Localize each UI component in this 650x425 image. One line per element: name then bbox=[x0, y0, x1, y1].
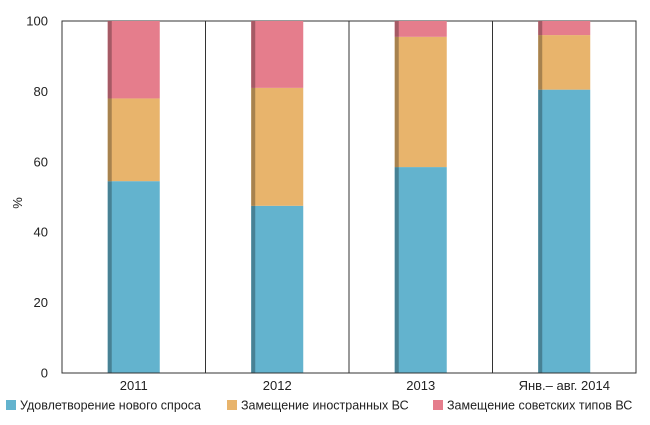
legend-item: Замещение иностранных ВС bbox=[227, 399, 409, 413]
legend-label: Замещение иностранных ВС bbox=[241, 399, 409, 413]
bar-segment-fill bbox=[251, 87, 304, 206]
y-tick-label: 100 bbox=[26, 14, 48, 29]
bar-segment-fill bbox=[394, 36, 447, 168]
bar-segment bbox=[251, 205, 304, 373]
y-tick-label: 40 bbox=[34, 225, 48, 240]
x-tick-label: Янв.– авг. 2014 bbox=[519, 378, 610, 393]
y-tick-label: 80 bbox=[34, 84, 48, 99]
bar-segment-shade bbox=[538, 35, 543, 90]
bar-segment bbox=[394, 167, 447, 373]
y-tick-label: 20 bbox=[34, 295, 48, 310]
bar-segment bbox=[394, 21, 447, 37]
bar-segment-shade bbox=[394, 167, 399, 373]
x-tick-label: 2012 bbox=[263, 378, 292, 393]
bar-segment-shade bbox=[107, 181, 112, 373]
bar-segment-shade bbox=[394, 21, 399, 37]
legend: Удовлетворение нового спроса Замещение ин… bbox=[6, 399, 632, 413]
legend-swatch bbox=[227, 400, 237, 410]
bar-segment-shade bbox=[538, 21, 543, 36]
bar-segment bbox=[107, 21, 160, 99]
bar-segment-fill bbox=[107, 98, 160, 182]
bar-segment-shade bbox=[394, 36, 399, 168]
bar-segment bbox=[251, 87, 304, 206]
bar-segment-shade bbox=[251, 87, 256, 206]
bar-segment-fill bbox=[394, 21, 447, 37]
bar-segment-fill bbox=[107, 21, 160, 99]
x-tick-label: 2011 bbox=[120, 378, 148, 393]
x-tick-labels: 2011 2012 2013 Янв.– авг. 2014 bbox=[120, 378, 610, 393]
y-tick-label: 0 bbox=[41, 366, 48, 381]
bar-segment-fill bbox=[394, 167, 447, 373]
legend-item: Удовлетворение нового спроса bbox=[6, 399, 201, 413]
x-tick-label: 2013 bbox=[406, 378, 435, 393]
legend-label: Замещение советских типов ВС bbox=[447, 399, 632, 413]
bar-segment-shade bbox=[107, 98, 112, 182]
legend-swatch bbox=[6, 400, 16, 410]
bar-segment-shade bbox=[251, 21, 256, 88]
bar-segment-fill bbox=[538, 89, 591, 373]
y-tick-labels: 0 20 40 60 80 100 bbox=[26, 14, 48, 381]
legend-label: Удовлетворение нового спроса bbox=[20, 399, 201, 413]
bar-segment-shade bbox=[251, 205, 256, 373]
legend-swatch bbox=[433, 400, 443, 410]
bar-segment bbox=[107, 181, 160, 373]
bar-segment bbox=[538, 89, 591, 373]
bars-group bbox=[107, 21, 591, 373]
bar-segment bbox=[107, 98, 160, 182]
legend-item: Замещение советских типов ВС bbox=[433, 399, 632, 413]
bar-segment-fill bbox=[538, 21, 591, 36]
y-tick-label: 60 bbox=[34, 154, 48, 169]
y-axis-label: % bbox=[10, 197, 25, 209]
bar-segment-fill bbox=[251, 21, 304, 88]
bar-segment-fill bbox=[251, 205, 304, 373]
bar-segment-fill bbox=[107, 181, 160, 373]
bar-segment-fill bbox=[538, 35, 591, 90]
bar-segment-shade bbox=[538, 89, 543, 373]
bar-segment bbox=[538, 21, 591, 36]
bar-segment bbox=[538, 35, 591, 90]
bar-segment-shade bbox=[107, 21, 112, 99]
bar-segment bbox=[394, 36, 447, 168]
bar-segment bbox=[251, 21, 304, 88]
